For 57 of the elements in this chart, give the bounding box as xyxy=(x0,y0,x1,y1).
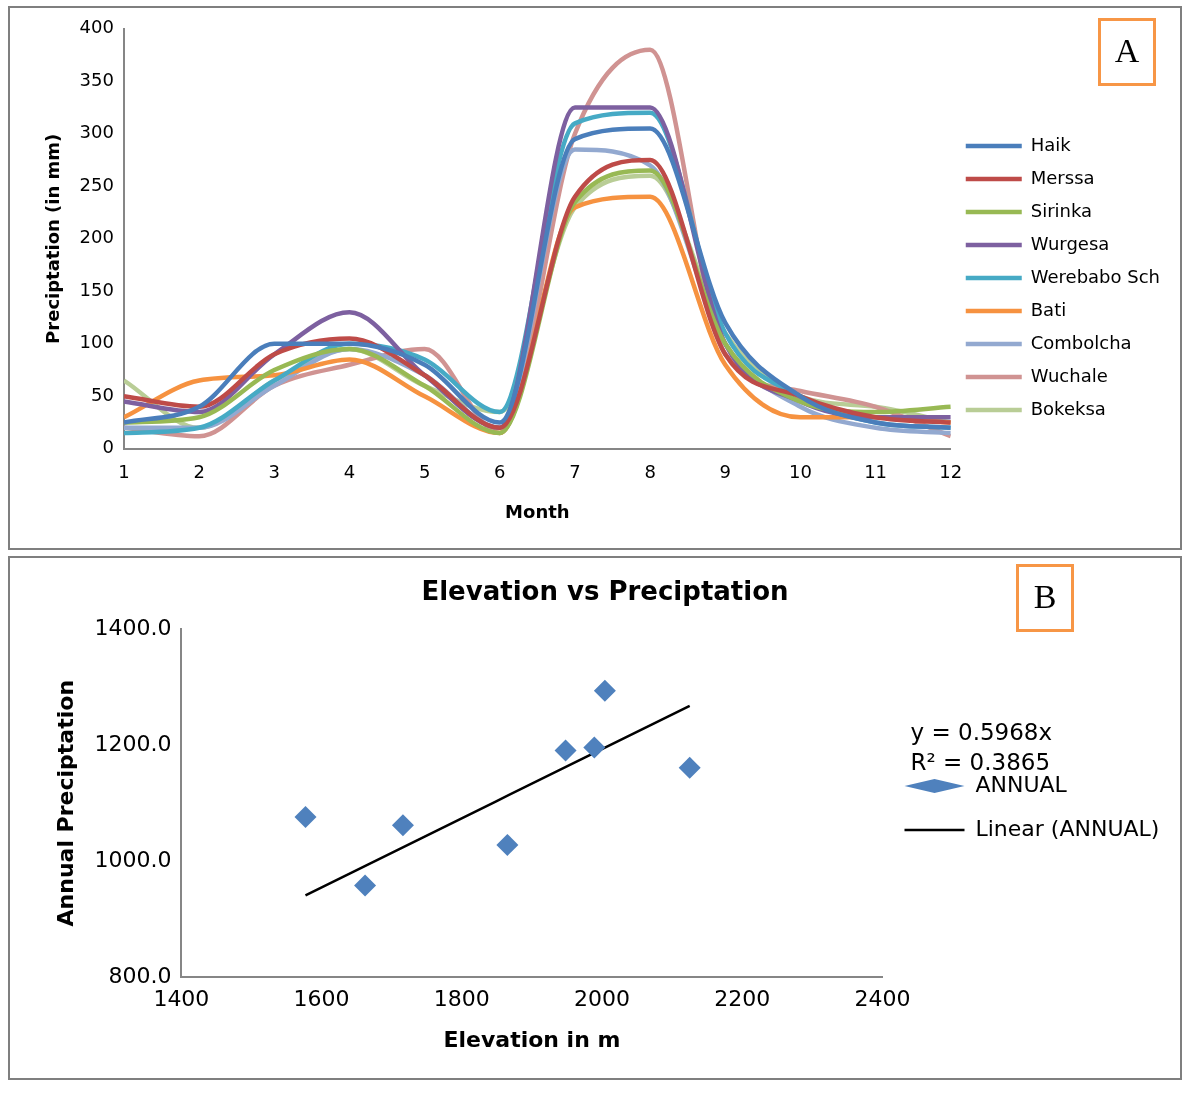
legend-label: Linear (ANNUAL) xyxy=(975,815,1160,841)
legend-label: Combolcha xyxy=(1030,331,1132,353)
x-axis-title: Month xyxy=(505,500,570,522)
point xyxy=(583,736,606,759)
legend-label: Wurgesa xyxy=(1030,232,1110,254)
y-tick-label: 0 xyxy=(102,436,114,458)
y-tick-label: 350 xyxy=(79,68,114,90)
point xyxy=(294,806,317,829)
y-axis-title: Annual Preciptation xyxy=(52,679,78,927)
y-tick-label: 100 xyxy=(79,331,114,353)
y-tick-label: 300 xyxy=(79,121,114,143)
x-tick-label: 1400 xyxy=(153,986,210,1012)
point xyxy=(354,874,377,897)
point xyxy=(554,739,577,762)
x-tick-label: 8 xyxy=(644,461,656,483)
text: y = 0.5968x xyxy=(910,719,1053,746)
x-tick-label: 11 xyxy=(864,461,888,483)
x-tick-label: 10 xyxy=(788,461,812,483)
point xyxy=(391,814,414,837)
chart-title: Elevation vs Preciptation xyxy=(421,576,789,607)
x-tick-label: 7 xyxy=(569,461,581,483)
legend-label: Bati xyxy=(1030,298,1067,320)
point xyxy=(593,679,616,702)
y-tick-label: 1400.0 xyxy=(94,614,172,640)
legend-label: Haik xyxy=(1030,133,1072,155)
y-tick-label: 150 xyxy=(79,278,114,300)
x-tick-label: 2200 xyxy=(714,986,771,1012)
x-tick-label: 2 xyxy=(193,461,205,483)
y-tick-label: 250 xyxy=(79,173,114,195)
x-tick-label: 6 xyxy=(494,461,506,483)
x-tick-label: 3 xyxy=(268,461,281,483)
legend-label: Sirinka xyxy=(1030,199,1093,221)
point xyxy=(496,833,519,856)
y-tick-label: 1200.0 xyxy=(94,730,172,756)
legend-label: Merssa xyxy=(1030,166,1095,188)
legend-label: Bokeksa xyxy=(1030,397,1106,419)
x-tick-label: 9 xyxy=(719,461,731,483)
y-tick-label: 50 xyxy=(91,383,114,405)
y-tick-label: 1000.0 xyxy=(94,846,172,872)
text: A xyxy=(1098,18,1156,86)
y-axis-title: Preciptation (in mm) xyxy=(42,133,64,344)
x-tick-label: 4 xyxy=(343,461,356,483)
x-tick-label: 1800 xyxy=(433,986,490,1012)
point xyxy=(678,756,701,779)
x-tick-label: 2400 xyxy=(854,986,911,1012)
x-tick-label: 1 xyxy=(118,461,130,483)
x-axis-title: Elevation in m xyxy=(443,1026,621,1052)
y-tick-label: 400 xyxy=(79,16,114,38)
x-tick-label: 5 xyxy=(418,461,431,483)
text: B xyxy=(1016,564,1074,632)
x-tick-label: 2000 xyxy=(574,986,631,1012)
x-tick-label: 12 xyxy=(939,461,963,483)
legend-label: Wuchale xyxy=(1030,364,1108,386)
legend-label: Werebabo Sch xyxy=(1030,265,1161,287)
x-tick-label: 1600 xyxy=(293,986,350,1012)
y-tick-label: 800.0 xyxy=(108,962,172,988)
y-tick-label: 200 xyxy=(79,226,114,248)
